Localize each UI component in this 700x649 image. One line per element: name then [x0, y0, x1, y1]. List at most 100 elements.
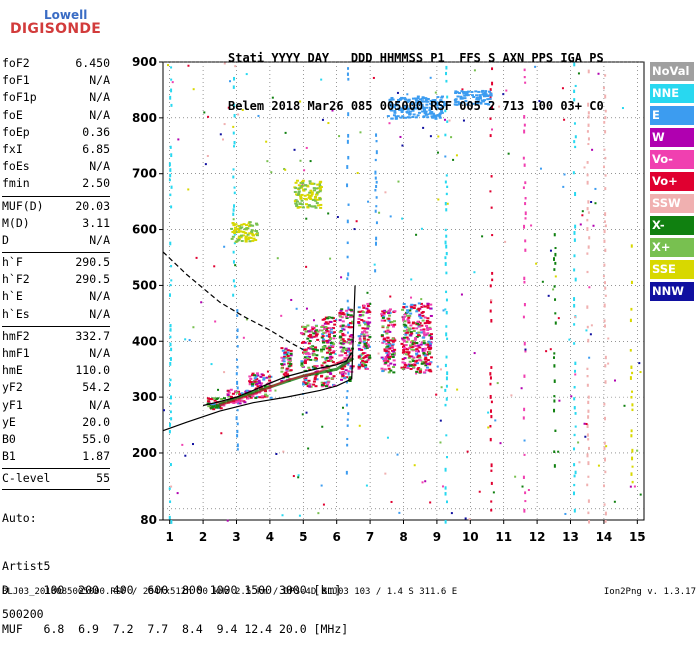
echo-point — [307, 196, 311, 199]
noise-dot — [444, 467, 447, 472]
echo-point — [393, 339, 397, 342]
echo-point — [309, 330, 313, 333]
echo-point — [410, 348, 414, 351]
echo-point — [288, 359, 292, 362]
echo-point — [387, 312, 391, 315]
echo-point — [388, 308, 392, 311]
noise-dot — [245, 73, 248, 76]
noise-dot — [489, 309, 492, 313]
noise-dot — [573, 406, 576, 410]
echo-point — [391, 339, 395, 342]
echo-point — [410, 355, 414, 358]
noise-dot — [490, 206, 493, 209]
echo-point — [252, 381, 256, 384]
noise-dot — [445, 332, 448, 337]
echo-point — [484, 102, 488, 105]
echo-point — [362, 341, 366, 344]
noise-dot — [607, 362, 610, 365]
echo-point — [413, 342, 417, 345]
param-name: foF2 — [2, 56, 30, 70]
echo-point — [339, 346, 343, 349]
echo-point — [407, 321, 411, 324]
echo-point — [454, 101, 458, 104]
echo-point — [402, 344, 406, 347]
noise-dot — [554, 321, 557, 325]
echo-point — [349, 309, 353, 312]
echo-point — [366, 359, 370, 362]
echo-point — [402, 329, 406, 332]
echo-point — [477, 90, 481, 93]
noise-dot — [169, 95, 172, 100]
echo-point — [407, 365, 411, 368]
noise-dot — [603, 148, 606, 151]
echo-point — [394, 115, 398, 118]
echo-point — [390, 117, 394, 120]
echo-point — [308, 180, 312, 183]
echo-point — [304, 376, 308, 379]
echo-point — [304, 352, 308, 355]
echo-point — [299, 196, 303, 199]
echo-point — [317, 187, 321, 190]
echo-point — [417, 331, 421, 334]
noise-dot — [301, 183, 304, 186]
echo-point — [318, 197, 322, 200]
param-name: hmF2 — [2, 328, 30, 343]
echo-point — [321, 348, 325, 351]
echo-point — [301, 382, 305, 385]
echo-point — [397, 107, 401, 110]
echo-point — [428, 361, 432, 364]
echo-point — [397, 100, 401, 103]
noise-dot — [200, 301, 203, 304]
echo-point — [393, 363, 397, 366]
echo-point — [382, 311, 386, 314]
echo-point — [327, 350, 331, 353]
echo-point — [348, 349, 352, 352]
echo-point — [357, 306, 361, 309]
noise-dot — [236, 429, 239, 434]
noise-dot — [266, 160, 269, 163]
echo-point — [268, 379, 272, 382]
noise-dot — [581, 210, 584, 213]
param-row: D N/A — [2, 233, 110, 250]
noise-dot — [445, 79, 448, 83]
echo-point — [401, 308, 405, 311]
echo-point — [285, 368, 289, 371]
echo-point — [280, 367, 284, 370]
echo-point — [310, 191, 314, 194]
noise-dot — [523, 341, 526, 346]
noise-dot — [203, 111, 206, 114]
echo-point — [436, 107, 440, 110]
param-row: foE N/A — [2, 108, 110, 125]
echo-point — [325, 347, 329, 350]
echo-point — [427, 340, 431, 343]
noise-dot — [603, 165, 606, 169]
noise-dot — [603, 457, 606, 462]
echo-point — [306, 324, 310, 327]
noise-dot — [621, 107, 624, 110]
noise-dot — [420, 298, 423, 301]
echo-point — [418, 370, 422, 373]
echo-point — [406, 338, 410, 341]
echo-point — [253, 374, 257, 377]
noise-dot — [602, 86, 605, 90]
echo-point — [321, 324, 325, 327]
echo-point — [417, 324, 421, 327]
echo-point — [397, 98, 401, 101]
noise-dot — [257, 114, 260, 117]
echo-point — [213, 399, 217, 402]
noise-dot — [441, 485, 444, 488]
noise-dot — [386, 436, 389, 439]
param-value: N/A — [89, 346, 110, 360]
noise-dot — [445, 325, 448, 328]
param-value: 20.03 — [75, 198, 110, 213]
noise-dot — [374, 241, 377, 246]
x-tick-label: 4 — [266, 530, 274, 544]
echo-point — [422, 328, 426, 331]
noise-dot — [573, 89, 576, 94]
noise-dot — [590, 201, 593, 204]
echo-point — [434, 116, 438, 119]
digisonde-logo: Lowell DIGISONDE — [4, 6, 101, 46]
echo-point — [242, 234, 246, 237]
noise-dot — [188, 339, 191, 342]
echo-point — [415, 341, 419, 344]
